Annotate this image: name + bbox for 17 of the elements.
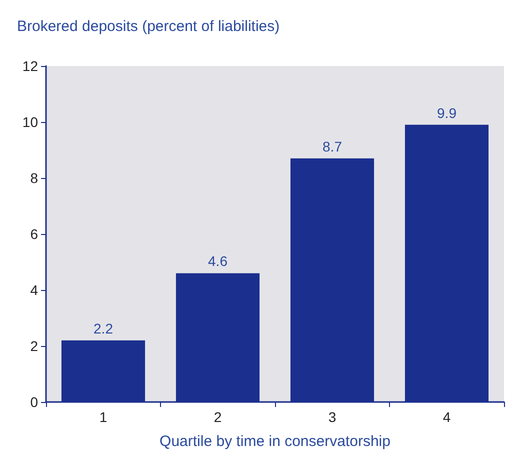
data-label: 8.7 (322, 138, 342, 154)
y-tick-label: 10 (22, 114, 38, 130)
data-label: 4.6 (208, 253, 228, 270)
y-tick-label: 0 (30, 394, 38, 410)
y-tick-label: 4 (30, 282, 38, 298)
y-tick-label: 6 (30, 226, 38, 242)
x-tick-label: 3 (328, 409, 336, 425)
y-tick-label: 2 (30, 338, 38, 354)
x-tick-label: 4 (442, 409, 451, 425)
x-tick-label: 1 (99, 409, 108, 425)
x-tick-label: 2 (214, 409, 222, 425)
data-label: 9.9 (437, 104, 457, 121)
x-axis-title: Quartile by time in conservatorship (160, 433, 390, 450)
data-label: 2.2 (94, 320, 114, 336)
y-tick-label: 8 (30, 170, 38, 186)
chart-title: Brokered deposits (percent of liabilities) (17, 18, 280, 35)
y-tick-label: 12 (22, 58, 38, 74)
